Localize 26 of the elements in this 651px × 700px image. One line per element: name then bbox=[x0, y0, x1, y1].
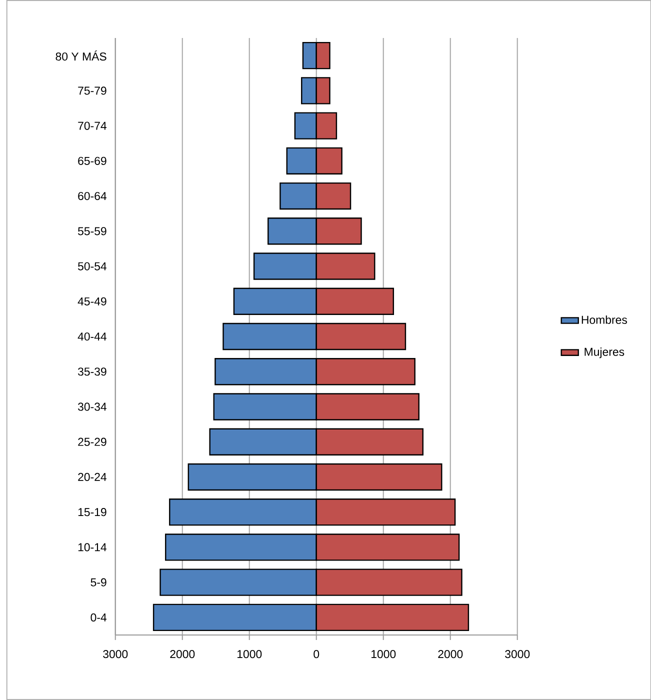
x-tick-label: 3000 bbox=[504, 650, 530, 658]
y-tick-label: 45-49 bbox=[78, 297, 106, 306]
y-tick-label: 70-74 bbox=[78, 122, 106, 130]
x-tick-label: 1000 bbox=[237, 650, 262, 658]
y-tick-label: 65-69 bbox=[78, 156, 106, 165]
y-tick-label: 20-24 bbox=[78, 472, 106, 482]
y-tick-label: 50-54 bbox=[78, 262, 106, 270]
y-tick-label: 55-59 bbox=[78, 227, 106, 236]
y-tick-label: 5-9 bbox=[90, 578, 106, 586]
x-tick-label: 0 bbox=[313, 650, 319, 658]
y-tick-label: 25-29 bbox=[78, 438, 106, 446]
y-tick-label: 75-79 bbox=[78, 86, 106, 95]
y-tick-label: 60-64 bbox=[78, 192, 106, 200]
y-tick-label: 80 Y MÁS bbox=[56, 50, 106, 61]
legend-label: Hombres bbox=[582, 315, 627, 324]
x-tick-label: 1000 bbox=[371, 650, 396, 658]
y-tick-label: 40-44 bbox=[78, 332, 106, 341]
y-tick-label: 35-39 bbox=[78, 368, 106, 376]
y-tick-label: 30-34 bbox=[78, 402, 106, 411]
y-tick-label: 0-4 bbox=[90, 613, 106, 622]
legend-label: Mujeres bbox=[584, 348, 624, 358]
y-tick-label: 10-14 bbox=[78, 543, 106, 552]
x-tick-label: 2000 bbox=[438, 650, 462, 658]
y-tick-label: 15-19 bbox=[78, 508, 106, 516]
x-tick-label: 2000 bbox=[170, 650, 194, 658]
x-tick-label: 3000 bbox=[102, 650, 128, 658]
